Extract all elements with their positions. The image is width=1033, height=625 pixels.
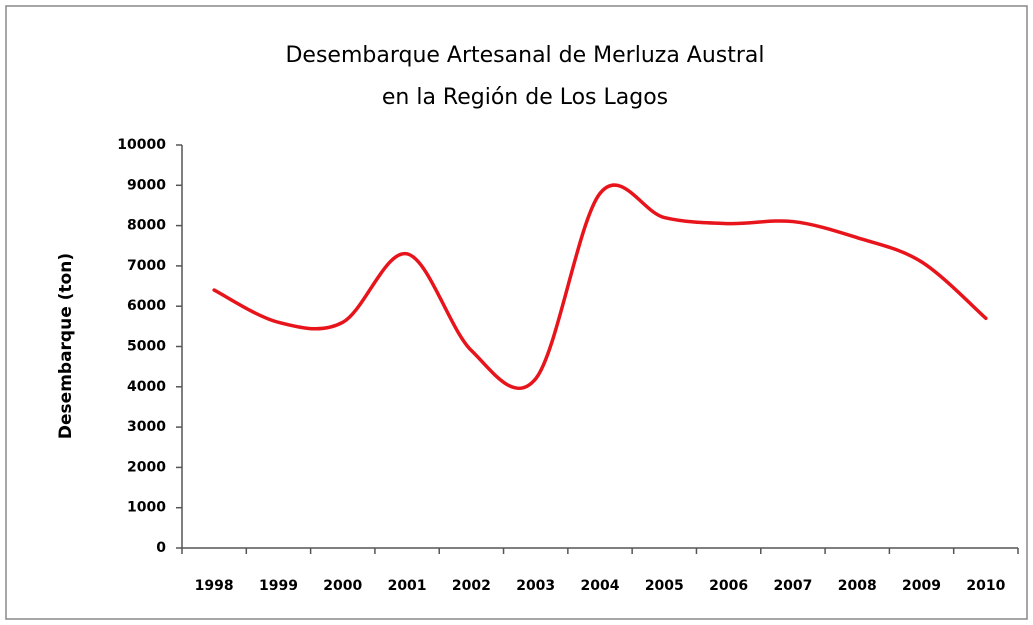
chart-title: en la Región de Los Lagos <box>382 85 668 110</box>
x-tick-label: 2000 <box>323 578 362 594</box>
x-tick-label: 2001 <box>388 578 427 594</box>
y-tick-label: 3000 <box>127 419 166 435</box>
y-tick-label: 0 <box>156 540 166 556</box>
x-tick-label: 2007 <box>773 578 812 594</box>
y-tick-label: 4000 <box>127 379 166 395</box>
y-tick-label: 2000 <box>127 459 166 475</box>
y-tick-label: 1000 <box>127 500 166 516</box>
x-tick-label: 2004 <box>581 578 620 594</box>
y-tick-label: 8000 <box>127 218 166 234</box>
chart-border <box>5 5 1028 620</box>
y-tick-label: 6000 <box>127 298 166 314</box>
x-tick-label: 1999 <box>259 578 298 594</box>
y-tick-label: 9000 <box>127 177 166 193</box>
x-tick-label: 2009 <box>902 578 941 594</box>
y-tick-label: 5000 <box>127 339 166 355</box>
y-axis-title: Desembarque (ton) <box>56 253 76 439</box>
x-tick-label: 2003 <box>516 578 555 594</box>
x-tick-label: 2002 <box>452 578 491 594</box>
y-tick-label: 10000 <box>117 137 166 153</box>
chart-title: Desembarque Artesanal de Merluza Austral <box>285 43 764 68</box>
x-tick-label: 2010 <box>966 578 1005 594</box>
x-tick-label: 2005 <box>645 578 684 594</box>
x-tick-label: 1998 <box>195 578 234 594</box>
x-tick-label: 2008 <box>838 578 877 594</box>
line-series <box>212 183 988 391</box>
x-tick-label: 2006 <box>709 578 748 594</box>
y-tick-label: 7000 <box>127 258 166 274</box>
